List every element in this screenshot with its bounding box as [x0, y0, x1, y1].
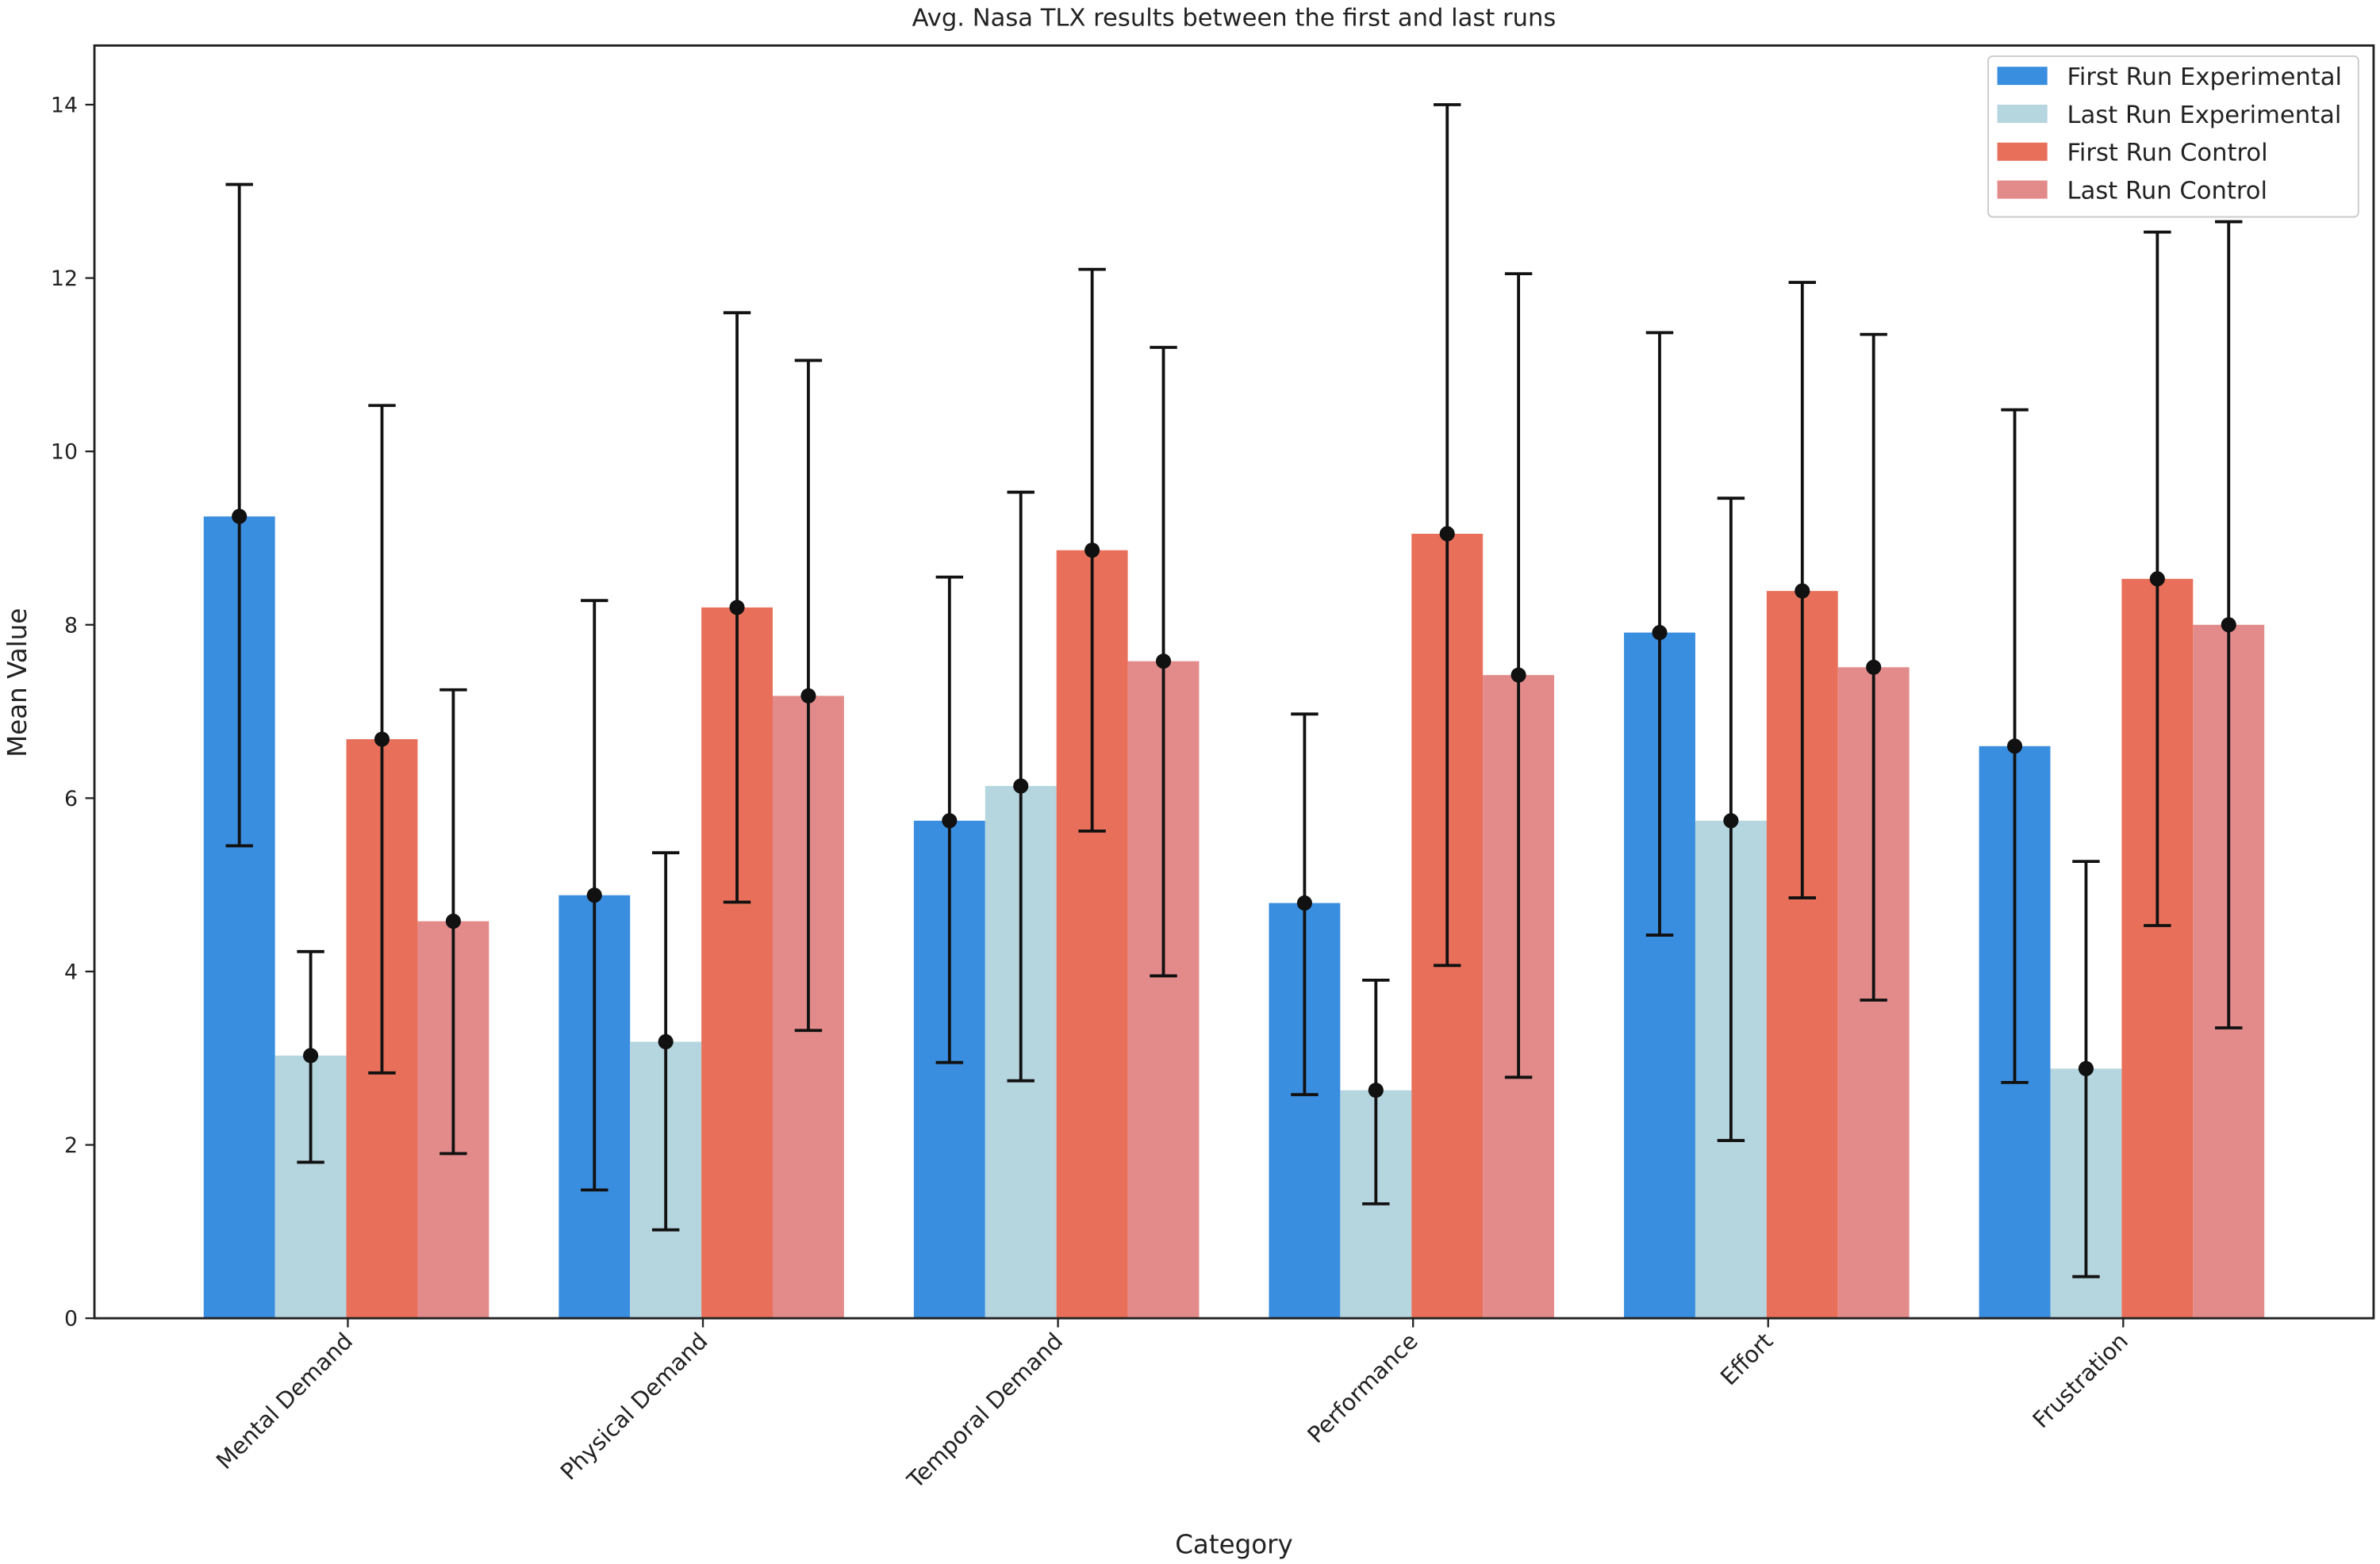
legend: First Run Experimental Last Run Experimen… — [1987, 55, 2359, 218]
legend-label: Last Run Control — [2067, 178, 2267, 205]
mean-point — [2221, 617, 2236, 633]
mean-point — [445, 913, 461, 930]
mean-point — [1084, 542, 1100, 558]
x-tick-label: Frustration — [2027, 1328, 2133, 1434]
mean-point — [1723, 813, 1739, 829]
y-tick-label: 12 — [51, 266, 78, 291]
mean-point — [374, 731, 390, 747]
mean-point — [1296, 895, 1312, 911]
mean-point — [658, 1033, 674, 1050]
mean-point — [1511, 667, 1526, 683]
mean-point — [1368, 1083, 1384, 1098]
legend-label: Last Run Experimental — [2067, 102, 2342, 129]
mean-point — [1013, 778, 1029, 794]
legend-box — [1987, 55, 2359, 218]
mean-point — [2149, 571, 2165, 587]
y-tick-label: 6 — [64, 787, 78, 811]
mean-point — [586, 887, 602, 903]
x-tick-label: Temporal Demand — [901, 1328, 1068, 1494]
mean-point — [942, 813, 958, 829]
y-tick-label: 10 — [51, 440, 78, 465]
legend-swatch — [1997, 67, 2048, 86]
y-axis-label: Mean Value — [2, 608, 33, 757]
y-tick-label: 0 — [64, 1307, 78, 1332]
mean-point — [1866, 659, 1882, 675]
x-tick-label: Mental Demand — [211, 1328, 358, 1474]
mean-point — [729, 600, 745, 615]
mean-point — [2078, 1060, 2094, 1076]
x-axis: Mental Demand Physical Demand Temporal Dem… — [211, 1318, 2133, 1494]
x-axis-label: Category — [1175, 1530, 1292, 1560]
chart-title: Avg. Nasa TLX results between the first … — [912, 5, 1557, 33]
mean-point — [303, 1048, 319, 1064]
legend-swatch — [1997, 180, 2048, 199]
x-tick-label: Effort — [1715, 1328, 1779, 1391]
legend-label: First Run Experimental — [2067, 63, 2343, 91]
mean-point — [800, 688, 816, 703]
legend-swatch — [1997, 142, 2048, 161]
mean-point — [1795, 583, 1810, 599]
mean-point — [1439, 526, 1455, 542]
bars-layer — [203, 516, 2265, 1319]
mean-point — [2006, 738, 2023, 754]
y-tick-label: 2 — [64, 1133, 78, 1158]
y-tick-label: 8 — [64, 613, 78, 638]
mean-point — [1652, 625, 1668, 641]
mean-point — [232, 508, 248, 524]
error-bars-layer — [225, 103, 2243, 1278]
x-tick-label: Physical Demand — [555, 1328, 713, 1485]
y-tick-label: 4 — [64, 960, 78, 985]
mean-point — [1155, 654, 1172, 669]
y-tick-label: 14 — [51, 94, 78, 118]
legend-label: First Run Control — [2067, 140, 2268, 167]
y-axis: 0 2 4 6 8 10 12 14 — [51, 94, 95, 1332]
plot-frame — [93, 44, 2375, 1320]
x-tick-label: Performance — [1302, 1328, 1423, 1449]
legend-swatch — [1997, 104, 2048, 123]
